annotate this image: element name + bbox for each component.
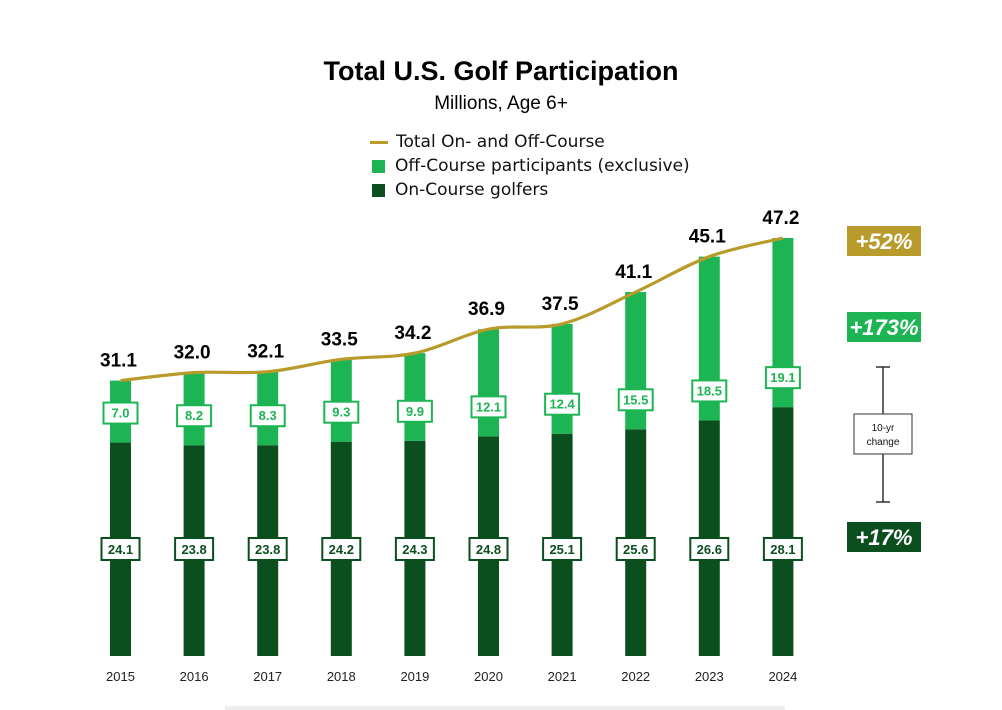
legend-swatch-total (370, 140, 388, 144)
legend-item-on-course: On-Course golfers (370, 178, 690, 202)
on-course-label-2023: 26.6 (697, 542, 722, 557)
x-tick-2021: 2021 (548, 669, 577, 684)
chart-title: Total U.S. Golf Participation (323, 56, 679, 86)
on-course-label-2024: 28.1 (770, 542, 795, 557)
on-course-label-box-2022 (615, 537, 656, 561)
legend-swatch-on-course (372, 183, 385, 197)
legend-label-on-course: On-Course golfers (395, 180, 549, 200)
legend: Total On- and Off-Course Off-Course part… (370, 130, 690, 202)
total-label-2017: 32.1 (247, 342, 284, 363)
off-course-label-box-2020 (470, 395, 507, 419)
x-tick-2024: 2024 (768, 669, 797, 684)
x-tick-2016: 2016 (180, 669, 209, 684)
x-tick-2022: 2022 (621, 669, 650, 684)
on-course-label-box-2021 (542, 537, 583, 561)
bar-off-course-2018 (330, 359, 352, 442)
on-course-label-box-2015 (100, 537, 141, 561)
off-course-label-box-2022 (617, 388, 654, 412)
off-course-label-2019: 9.9 (406, 404, 424, 419)
chart-subtitle: Millions, Age 6+ (434, 93, 568, 114)
bar-on-course-2024 (772, 407, 794, 656)
x-tick-2017: 2017 (253, 669, 282, 684)
on-course-label-box-2019 (394, 537, 435, 561)
total-label-2016: 32.0 (174, 343, 211, 364)
off-course-label-box-2015 (102, 401, 139, 425)
on-course-label-2015: 24.1 (108, 542, 133, 557)
total-line (120, 236, 784, 383)
off-course-label-box-2024 (764, 366, 801, 390)
off-course-label-2016: 8.2 (185, 408, 203, 423)
on-course-label-2021: 25.1 (549, 542, 574, 557)
off-course-label-2020: 12.1 (476, 399, 501, 414)
total-label-2019: 34.2 (394, 323, 431, 344)
off-course-label-2021: 12.4 (549, 397, 575, 412)
on-course-label-2020: 24.8 (476, 542, 501, 557)
off-course-label-box-2018 (323, 400, 360, 424)
off-course-label-2015: 7.0 (111, 406, 129, 421)
x-tick-2018: 2018 (327, 669, 356, 684)
on-course-label-box-2020 (468, 537, 509, 561)
bar-off-course-2020 (478, 329, 499, 437)
off-course-label-2023: 18.5 (697, 383, 722, 398)
off-course-label-2022: 15.5 (623, 392, 648, 407)
on-course-label-box-2018 (321, 537, 362, 561)
on-course-label-box-2016 (174, 537, 215, 561)
off-course-label-2017: 8.3 (259, 408, 277, 423)
legend-label-off-course: Off-Course participants (exclusive) (395, 156, 690, 176)
legend-item-total: Total On- and Off-Course (370, 130, 690, 154)
change-badge-label-0: +52% (856, 229, 913, 254)
x-tick-2015: 2015 (106, 669, 135, 684)
on-course-label-2022: 25.6 (623, 542, 648, 557)
bar-off-course-2021 (551, 323, 573, 434)
legend-swatch-off-course (372, 159, 385, 173)
total-label-2024: 47.2 (762, 208, 799, 229)
legend-item-off-course: Off-Course participants (exclusive) (370, 154, 690, 178)
x-tick-2019: 2019 (400, 669, 429, 684)
change-badge-label-2: +17% (856, 525, 913, 550)
total-label-2020: 36.9 (468, 299, 505, 320)
change-badge-1 (847, 312, 921, 342)
on-course-label-2019: 24.3 (402, 542, 427, 557)
off-course-label-box-2017 (249, 404, 286, 428)
x-tick-2020: 2020 (474, 669, 503, 684)
total-label-2015: 31.1 (100, 351, 137, 372)
total-label-2021: 37.5 (542, 294, 579, 315)
on-course-label-2017: 23.8 (255, 542, 280, 557)
bar-off-course-2024 (772, 238, 794, 408)
on-course-label-box-2017 (247, 537, 288, 561)
on-course-label-box-2023 (689, 537, 730, 561)
bottom-divider (225, 706, 785, 710)
change-note-box (853, 413, 913, 455)
total-label-2018: 33.5 (321, 329, 358, 350)
off-course-label-box-2016 (176, 404, 213, 428)
off-course-label-box-2023 (691, 379, 728, 403)
on-course-label-box-2024 (762, 537, 803, 561)
off-course-label-2024: 19.1 (770, 370, 795, 385)
off-course-label-box-2021 (544, 392, 581, 416)
on-course-label-2018: 24.2 (329, 542, 354, 557)
off-course-label-2018: 9.3 (332, 405, 350, 420)
total-label-2022: 41.1 (615, 262, 652, 283)
total-label-2023: 45.1 (689, 227, 726, 248)
off-course-label-box-2019 (396, 399, 433, 423)
change-badge-2 (847, 522, 921, 552)
change-badge-0 (847, 226, 921, 256)
bar-off-course-2019 (404, 353, 426, 441)
change-note-line-2: change (867, 437, 900, 448)
change-note-line-1: 10-yr (872, 423, 895, 434)
x-tick-2023: 2023 (695, 669, 724, 684)
on-course-label-2016: 23.8 (181, 542, 206, 557)
change-badge-label-1: +173% (849, 315, 918, 340)
legend-label-total: Total On- and Off-Course (396, 132, 605, 152)
